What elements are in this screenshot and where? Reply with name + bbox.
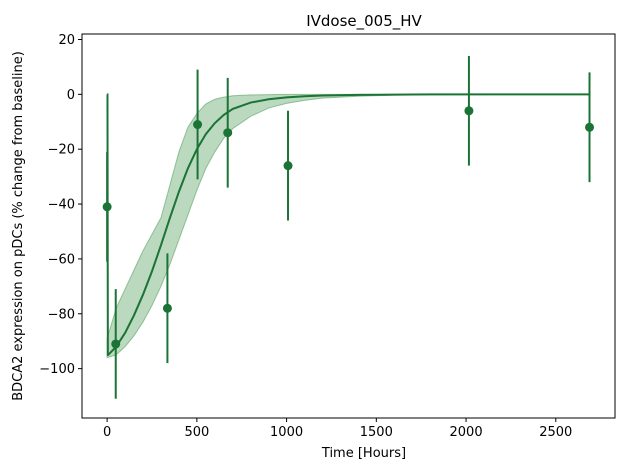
- axes: 0 500 1000 1500 2000 2500 −100 −80 −60 −40 −20 0 20: [39, 33, 616, 440]
- plot-area: [102, 55, 595, 399]
- y-tick-label: −100: [39, 362, 75, 377]
- data-point: [102, 202, 112, 212]
- x-tick-label: 2000: [450, 425, 483, 440]
- fit-line: [106, 93, 590, 356]
- x-tick-label: 1500: [360, 425, 393, 440]
- data-point: [585, 122, 595, 132]
- data-point: [223, 128, 233, 138]
- plot-frame: [81, 33, 616, 419]
- chart-title: IVdose_005_HV: [306, 12, 422, 31]
- plot-content: [102, 55, 595, 399]
- data-point: [193, 120, 203, 130]
- y-tick-label: −20: [48, 143, 75, 158]
- data-point: [283, 161, 293, 171]
- y-tick-label: −40: [48, 198, 75, 213]
- data-point: [162, 303, 172, 313]
- x-tick-label: 0: [103, 425, 111, 440]
- data-point: [111, 339, 121, 349]
- x-tick-label: 1000: [270, 425, 303, 440]
- x-tick-label: 2500: [539, 425, 572, 440]
- y-axis-label: BDCA2 expression on pDCs (% change from …: [11, 51, 26, 401]
- y-tick-label: −80: [48, 307, 75, 322]
- y-tick-label: 0: [67, 88, 75, 103]
- y-tick-label: 20: [58, 33, 75, 48]
- y-tick-label: −60: [48, 252, 75, 267]
- x-tick-label: 500: [184, 425, 209, 440]
- data-point: [464, 106, 474, 116]
- x-axis-label: Time [Hours]: [321, 446, 406, 461]
